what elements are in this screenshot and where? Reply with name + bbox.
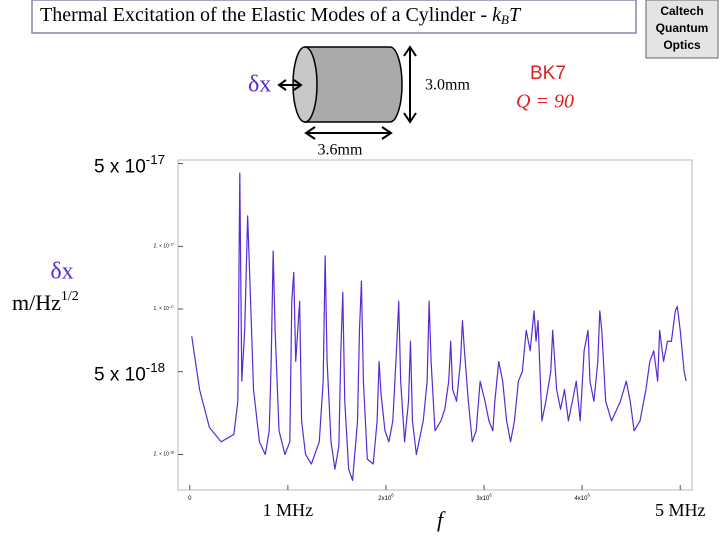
y-label-box [88,355,172,388]
x-tick-label: 0 [188,496,192,502]
y-tick-label: 5 x 10-18 [94,360,165,386]
x-tick-label-exponent: 6 [489,493,492,498]
logo-line: Caltech [660,4,703,18]
height-label: 3.0mm [425,77,470,94]
arrows [277,45,417,140]
y-tick-label: 1. × 10-17 [154,305,175,312]
x-tick-label-text: 3x10 [476,496,490,502]
logo-line: Optics [663,38,701,52]
x-tick-label-text: 4x10 [574,496,588,502]
y-tick-label-exponent: -17 [146,151,165,166]
length-label: 3.6mm [318,142,363,159]
title-box [31,0,637,34]
logo-box [645,0,719,59]
arrow-heads [304,126,393,140]
y-axis-label: δx [50,259,73,285]
y-axis-unit: m/Hz1/2 [12,289,79,315]
y-tick-label-text: 1. × 10 [154,306,170,312]
y-unit-text: m/Hz [12,290,61,315]
y-tick-label-exponent: -18 [146,360,165,375]
title-text: Thermal Excitation of the Elastic Modes … [40,4,492,26]
x-tick-label-text: 5 MHz [655,500,706,520]
quality-label: Q = 90 [516,91,574,113]
title: Thermal Excitation of the Elastic Modes … [40,4,522,27]
x-tick-label-text: 2x10 [378,496,392,502]
cylinder-body [304,46,403,123]
x-tick-label-text: 1 MHz [263,500,314,520]
x-tick-label: 3x106 [476,493,492,502]
y-tick-label-text: 5 x 10 [94,157,146,178]
x-tick-label-exponent: 6 [391,493,394,498]
y-label-box [88,147,172,180]
displacement-label: δx [248,72,271,98]
x-tick-label: 2x106 [378,493,394,502]
x-label-box [251,498,324,526]
logo-line: Quantum [656,21,709,35]
y-tick-label-exponent: -18 [169,450,174,454]
arrow-heads [277,79,303,91]
x-tick-label: 1 MHz [263,500,314,520]
y-tick-label: 5 x 10-17 [94,151,165,177]
x-tick-label-text: 0 [188,496,192,502]
title-symbol-tail: T [509,4,522,26]
y-tick-label-exponent: -17 [169,305,174,309]
y-tick-label: 2. × 10-18 [154,450,175,457]
plot-frame [177,159,693,491]
x-tick-label: 4x106 [574,493,590,502]
title-symbol-sub: B [501,12,509,27]
y-tick-label-text: 2. × 10 [154,452,170,458]
x-axis-label: f [437,507,446,532]
title-symbol: k [492,4,502,26]
y-tick-label-text: 2. × 10 [154,244,170,250]
x-tick-label: 5 MHz [655,500,706,520]
y-tick-label: 2. × 10-17 [154,242,175,249]
y-unit-exponent: 1/2 [61,289,79,304]
material-label: BK7 [530,63,566,84]
y-tick-label-exponent: -17 [169,242,174,246]
arrow-heads [403,45,417,124]
y-tick-label-text: 5 x 10 [94,365,146,386]
cylinder [277,45,417,140]
x-label-box [644,498,717,526]
data-line [191,172,687,482]
x-tick-label-exponent: 6 [587,493,590,498]
